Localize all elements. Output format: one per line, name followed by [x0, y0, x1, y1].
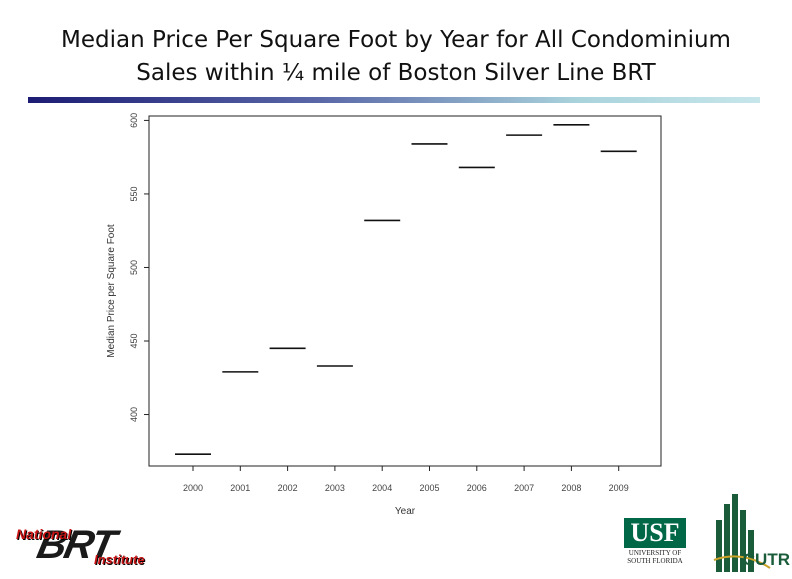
slide-title-line-1: Median Price Per Square Foot by Year for…	[61, 27, 731, 53]
x-tick-label: 2000	[183, 483, 203, 493]
y-axis-label: Median Price per Square Foot	[106, 224, 117, 358]
data-marks	[175, 124, 637, 456]
y-tick-label: 500	[129, 260, 139, 275]
y-tick-label: 450	[129, 333, 139, 348]
usf-logo: USF UNIVERSITY OF SOUTH FLORIDA	[622, 518, 688, 570]
x-tick-label: 2008	[561, 483, 581, 493]
plot-frame	[148, 115, 662, 467]
x-tick-label: 2003	[325, 483, 345, 493]
x-tick-label: 2007	[514, 483, 534, 493]
x-tick-label: 2001	[230, 483, 250, 493]
x-tick-label: 2006	[467, 483, 487, 493]
nbrt-logo-institute: Institute	[94, 552, 145, 567]
x-axis: 2000 2001 2002 2003 2004 2005 2006 2007 2008 2009	[183, 466, 629, 493]
slide-title-line-2: Sales within ¼ mile of Boston Silver Lin…	[136, 60, 656, 86]
national-brt-institute-logo: BRT National Institute	[8, 523, 170, 570]
usf-logo-subtitle-line-1: UNIVERSITY OF	[628, 549, 682, 557]
title-underline-rule	[28, 97, 760, 103]
usf-logo-mark: USF	[624, 518, 686, 548]
slide-title: Median Price Per Square Foot by Year for…	[20, 24, 772, 90]
x-tick-label: 2005	[419, 483, 439, 493]
y-tick-label: 550	[129, 186, 139, 201]
nbrt-logo-national: National	[16, 526, 72, 542]
usf-logo-subtitle-line-2: SOUTH FLORIDA	[627, 557, 683, 565]
cutr-logo-bars-icon	[713, 494, 771, 572]
y-tick-label: 400	[129, 407, 139, 422]
x-tick-label: 2004	[372, 483, 392, 493]
cutr-logo-text: CUTR	[742, 550, 790, 569]
x-tick-label: 2002	[278, 483, 298, 493]
x-axis-label: Year	[395, 506, 416, 517]
y-axis: 400 450 500 550 600	[129, 113, 149, 422]
usf-logo-subtitle: UNIVERSITY OF SOUTH FLORIDA	[622, 549, 688, 565]
x-tick-label: 2009	[609, 483, 629, 493]
y-tick-label: 600	[129, 113, 139, 128]
cutr-logo: CUTR	[712, 490, 792, 574]
